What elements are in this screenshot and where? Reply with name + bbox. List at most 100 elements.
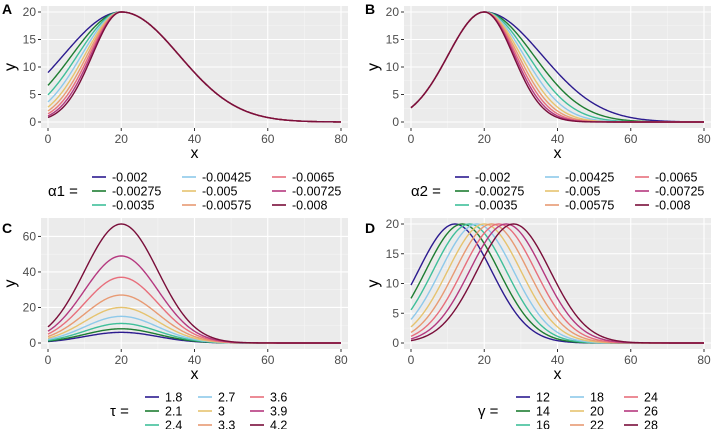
legend-label: 3	[218, 405, 225, 419]
legend-label: 24	[644, 391, 658, 405]
y-tick-label: 0	[29, 336, 36, 350]
x-tick-label: 80	[334, 353, 348, 367]
y-tick-label: 5	[392, 306, 399, 320]
legend-label: 2.1	[165, 405, 182, 419]
legend-label: -0.002	[475, 171, 510, 185]
x-tick-label: 80	[334, 132, 348, 146]
legend-label: 4.2	[270, 419, 287, 429]
x-tick-label: 60	[624, 132, 638, 146]
y-tick-label: 15	[386, 247, 400, 261]
y-tick-label: 40	[23, 265, 37, 279]
x-tick-label: 20	[478, 353, 492, 367]
legend-label: 16	[536, 419, 550, 429]
legend-label: -0.0065	[292, 171, 334, 185]
x-tick-label: 80	[697, 132, 711, 146]
legend-label: -0.00275	[475, 185, 524, 199]
series-line-9	[410, 11, 704, 123]
legend-label: -0.00425	[202, 171, 251, 185]
legend-label: 12	[536, 391, 550, 405]
y-tick-label: 60	[23, 229, 37, 243]
legend-label: 3.3	[218, 419, 235, 429]
legend-label: -0.0065	[655, 171, 697, 185]
panel-c: 0 20 40 60 80 0 20 40 60 x y Cτ = 1.82.12.4 2.733.3 3.…	[2, 218, 348, 429]
y-tick-label: 20	[23, 300, 37, 314]
legend-label: 3.9	[270, 405, 287, 419]
y-axis-title: y	[365, 63, 382, 71]
legend-label: -0.00575	[565, 199, 614, 213]
y-tick-label: 20	[23, 5, 37, 19]
x-tick-label: 0	[408, 353, 415, 367]
legend-label: -0.00275	[112, 185, 161, 199]
panel-letter: A	[2, 1, 12, 17]
panel-letter: D	[365, 220, 375, 236]
legend-label: 28	[644, 419, 658, 429]
legend-label: -0.0035	[475, 199, 517, 213]
x-axis-title: x	[554, 366, 562, 383]
x-tick-label: 0	[45, 132, 52, 146]
legend: α2 =-0.002-0.00275-0.0035-0.00425-0.005-…	[411, 171, 704, 213]
legend-label: -0.00575	[202, 199, 251, 213]
legend-label: -0.005	[202, 185, 237, 199]
y-tick-label: 10	[386, 60, 400, 74]
x-axis-title: x	[191, 366, 199, 383]
legend-label: 22	[590, 419, 604, 429]
panel-letter: B	[365, 1, 375, 17]
legend-title: γ =	[478, 403, 499, 420]
series-line-9	[410, 223, 704, 344]
y-axis-title: y	[2, 280, 19, 288]
legend: τ = 1.82.12.4 2.733.3 3.63.94.2	[110, 391, 287, 429]
x-tick-label: 40	[188, 132, 202, 146]
y-axis-title: y	[2, 63, 19, 71]
legend-label: -0.00425	[565, 171, 614, 185]
x-tick-label: 40	[551, 132, 565, 146]
y-tick-label: 10	[386, 277, 400, 291]
y-tick-label: 15	[386, 33, 400, 47]
legend-label: 3.6	[270, 391, 287, 405]
legend-label: -0.00725	[655, 185, 704, 199]
legend: α1 =-0.002-0.00275-0.0035-0.00425-0.005-…	[48, 171, 341, 213]
y-tick-label: 10	[23, 60, 37, 74]
y-tick-label: 0	[29, 115, 36, 129]
x-axis-title: x	[554, 145, 562, 162]
legend-label: -0.0035	[112, 199, 154, 213]
legend-title: τ =	[110, 403, 129, 420]
legend-title: α1 =	[48, 183, 78, 200]
y-tick-label: 20	[386, 217, 400, 231]
x-tick-label: 60	[261, 353, 275, 367]
x-tick-label: 0	[408, 132, 415, 146]
x-tick-label: 20	[115, 132, 129, 146]
y-tick-label: 0	[392, 115, 399, 129]
x-tick-label: 60	[624, 353, 638, 367]
x-tick-label: 40	[188, 353, 202, 367]
y-tick-label: 0	[392, 336, 399, 350]
legend-label: 18	[590, 391, 604, 405]
legend-label: 2.4	[165, 419, 182, 429]
x-axis-title: x	[191, 145, 199, 162]
legend-label: 26	[644, 405, 658, 419]
legend-label: -0.005	[565, 185, 600, 199]
legend-label: 14	[536, 405, 550, 419]
legend-label: 2.7	[218, 391, 235, 405]
series-line-9	[47, 223, 341, 344]
legend-label: -0.00725	[292, 185, 341, 199]
x-tick-label: 60	[261, 132, 275, 146]
y-tick-label: 15	[23, 33, 37, 47]
legend-title: α2 =	[411, 183, 441, 200]
legend-label: -0.008	[655, 199, 690, 213]
panel-letter: C	[2, 220, 12, 236]
legend-label: -0.002	[112, 171, 147, 185]
legend-label: 1.8	[165, 391, 182, 405]
y-tick-label: 5	[29, 88, 36, 102]
legend-label: 20	[590, 405, 604, 419]
y-tick-label: 5	[392, 88, 399, 102]
x-tick-label: 40	[551, 353, 565, 367]
x-tick-label: 0	[45, 353, 52, 367]
y-tick-label: 20	[386, 5, 400, 19]
x-tick-label: 80	[697, 353, 711, 367]
y-axis-title: y	[365, 280, 382, 288]
